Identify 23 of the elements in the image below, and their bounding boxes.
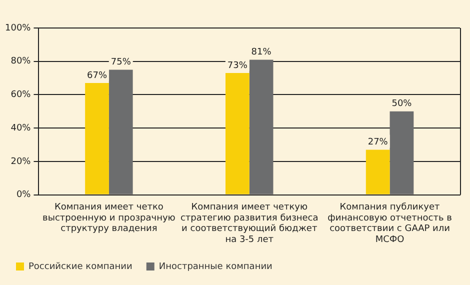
y-tick-label: 80% xyxy=(10,56,32,67)
bar xyxy=(85,83,109,194)
text: 73% xyxy=(227,60,248,71)
x-tick-label: Компания имеет четкую стратегию развития бизнеса и соответствующий бюджет на 3-5 лет xyxy=(180,202,318,245)
text: 67% xyxy=(87,70,108,81)
legend-label: Иностранные компании xyxy=(158,262,273,272)
x-tick-label: Компания публикует финансовую отчетность в соответствии с GAAP или МСФО xyxy=(328,202,452,245)
x-tick-label: Компания имеет четко выстроенную и прозрачную структуру владения xyxy=(42,202,176,234)
text: 27% xyxy=(368,138,388,148)
text: 81% xyxy=(251,48,272,58)
bar xyxy=(108,70,133,194)
y-tick-label: 60% xyxy=(10,90,32,100)
bar xyxy=(249,60,274,194)
text: 50% xyxy=(392,99,412,110)
y-tick-label: 0% xyxy=(16,190,32,200)
bar xyxy=(366,150,390,194)
bar xyxy=(225,73,250,194)
y-tick-label: 20% xyxy=(10,156,32,167)
y-tick-label: 100% xyxy=(4,23,32,34)
legend-label: Российские компании xyxy=(28,262,133,272)
y-tick-label: 40% xyxy=(10,123,32,134)
text: 75% xyxy=(110,58,131,68)
bar xyxy=(390,111,414,194)
